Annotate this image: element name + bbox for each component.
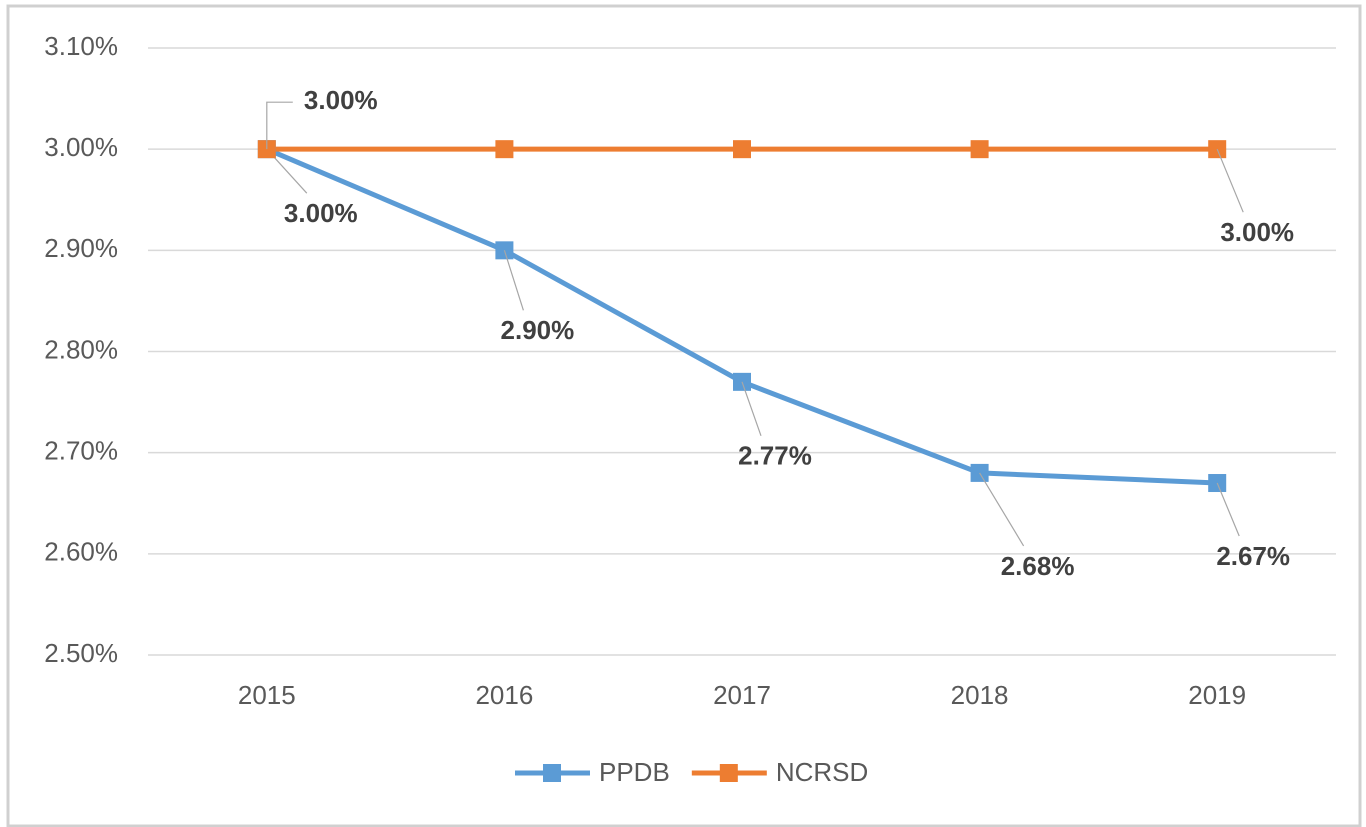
leader-line: [503, 250, 524, 311]
x-tick-label: 2018: [951, 680, 1009, 710]
y-tick-label: 3.10%: [44, 31, 118, 61]
leader-line: [979, 472, 1025, 547]
marker: [495, 140, 514, 159]
legend-label: NCRSD: [776, 757, 868, 787]
data-label: 2.90%: [501, 315, 575, 345]
leader-line: [1216, 482, 1240, 537]
chart-border: [6, 4, 1362, 827]
y-tick-label: 2.50%: [44, 638, 118, 668]
x-tick-label: 2016: [475, 680, 533, 710]
leader-line: [741, 381, 762, 437]
data-label: 2.77%: [738, 441, 812, 471]
data-label: 2.67%: [1216, 541, 1290, 571]
data-label: 3.00%: [1220, 217, 1294, 247]
marker: [970, 140, 989, 159]
x-tick-label: 2017: [713, 680, 771, 710]
y-tick-label: 2.60%: [44, 537, 118, 567]
marker: [733, 140, 751, 159]
data-label: 3.00%: [284, 198, 358, 228]
legend-marker: [719, 764, 738, 782]
legend-marker: [543, 764, 561, 782]
data-label: 3.00%: [304, 85, 378, 115]
y-tick-label: 2.80%: [44, 334, 118, 364]
y-tick-label: 2.70%: [44, 436, 118, 466]
y-tick-label: 2.90%: [44, 233, 118, 263]
marker: [495, 241, 514, 260]
leader-line: [266, 101, 293, 150]
legend-label: PPDB: [599, 757, 670, 787]
x-tick-label: 2015: [238, 680, 296, 710]
x-tick-label: 2019: [1188, 680, 1246, 710]
y-tick-label: 3.00%: [44, 132, 118, 162]
data-label: 2.68%: [1001, 551, 1075, 581]
leader-line: [1216, 148, 1244, 213]
